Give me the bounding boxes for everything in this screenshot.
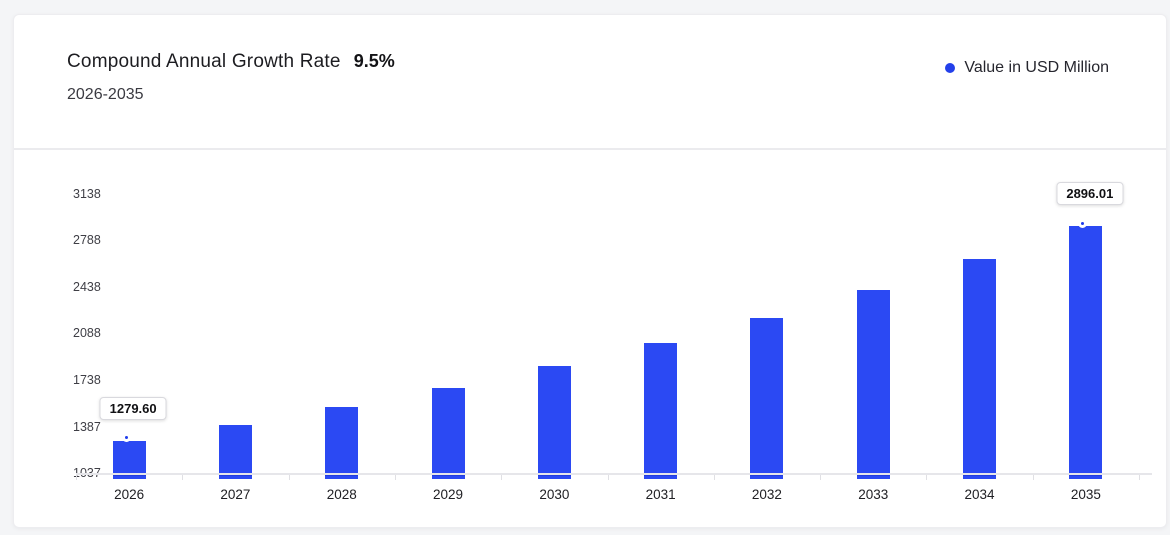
point-marker-2026[interactable] (121, 433, 131, 443)
x-axis-line (76, 473, 1152, 475)
y-axis-label: 1387 (73, 419, 101, 434)
x-axis-label: 2027 (220, 487, 251, 502)
chart-period: 2026-2035 (67, 86, 144, 103)
bar-2028[interactable] (325, 406, 359, 479)
x-axis-label: 2033 (858, 487, 889, 502)
x-axis-label: 2028 (326, 487, 357, 502)
x-axis-label: 2030 (539, 487, 570, 502)
x-axis-tick (501, 475, 503, 480)
tooltip-value-2035: 2896.01 (1056, 182, 1124, 206)
x-axis-label: 2026 (114, 487, 145, 502)
bar-2035[interactable] (1069, 226, 1103, 479)
bar-base-stripe (750, 472, 784, 479)
chart-header: Compound Annual Growth Rate 9.5% 2026-20… (14, 15, 1166, 148)
bar-2031[interactable] (644, 343, 678, 479)
legend-marker-icon (945, 63, 956, 73)
cagr-value: 9.5% (353, 51, 395, 71)
bar-2029[interactable] (431, 387, 465, 479)
x-axis-tick (1032, 475, 1034, 480)
y-axis-label: 3138 (73, 186, 101, 201)
bar-2026[interactable] (112, 440, 146, 479)
bar-base-stripe (218, 472, 252, 479)
x-axis-tick (394, 475, 396, 480)
x-axis-label: 2035 (1070, 487, 1101, 502)
bar-base-stripe (325, 472, 359, 479)
chart-card: Compound Annual Growth Rate 9.5% 2026-20… (13, 14, 1167, 528)
x-axis-label: 2034 (964, 487, 995, 502)
bar-base-stripe (856, 472, 890, 479)
y-axis-label: 1738 (73, 372, 101, 387)
bar-2033[interactable] (856, 289, 890, 479)
x-axis-tick (926, 475, 928, 480)
legend-label: Value in USD Million (964, 59, 1109, 76)
chart-title: Compound Annual Growth Rate (67, 51, 341, 72)
title-block: Compound Annual Growth Rate 9.5% 2026-20… (67, 51, 395, 148)
bar-2027[interactable] (218, 424, 252, 479)
x-axis-label: 2032 (751, 487, 782, 502)
x-axis-label: 2031 (645, 487, 676, 502)
bar-2030[interactable] (537, 366, 571, 479)
bar-chart: 1037138717382088243827883138202620272028… (14, 148, 1166, 529)
x-axis-tick (713, 475, 715, 480)
tooltip-value-2026: 1279.60 (99, 396, 167, 420)
x-axis-label: 2029 (433, 487, 464, 502)
x-axis-tick (76, 475, 77, 480)
x-axis-tick (1139, 475, 1140, 480)
x-axis-tick (288, 475, 290, 480)
bar-2032[interactable] (750, 317, 784, 479)
y-axis-label: 2088 (73, 326, 101, 341)
bar-base-stripe (963, 472, 997, 479)
y-axis-label: 2438 (73, 279, 101, 294)
bar-base-stripe (112, 472, 146, 479)
x-axis-tick (607, 475, 609, 480)
y-axis-label: 2788 (73, 233, 101, 248)
point-marker-2035[interactable] (1078, 218, 1088, 228)
bar-base-stripe (431, 472, 465, 479)
bar-2034[interactable] (963, 259, 997, 479)
x-axis-tick (182, 475, 184, 480)
legend-item[interactable]: Value in USD Million (945, 57, 1109, 79)
bar-base-stripe (644, 472, 678, 479)
x-axis-tick (820, 475, 822, 480)
bar-base-stripe (1069, 472, 1103, 479)
bar-base-stripe (537, 472, 571, 479)
